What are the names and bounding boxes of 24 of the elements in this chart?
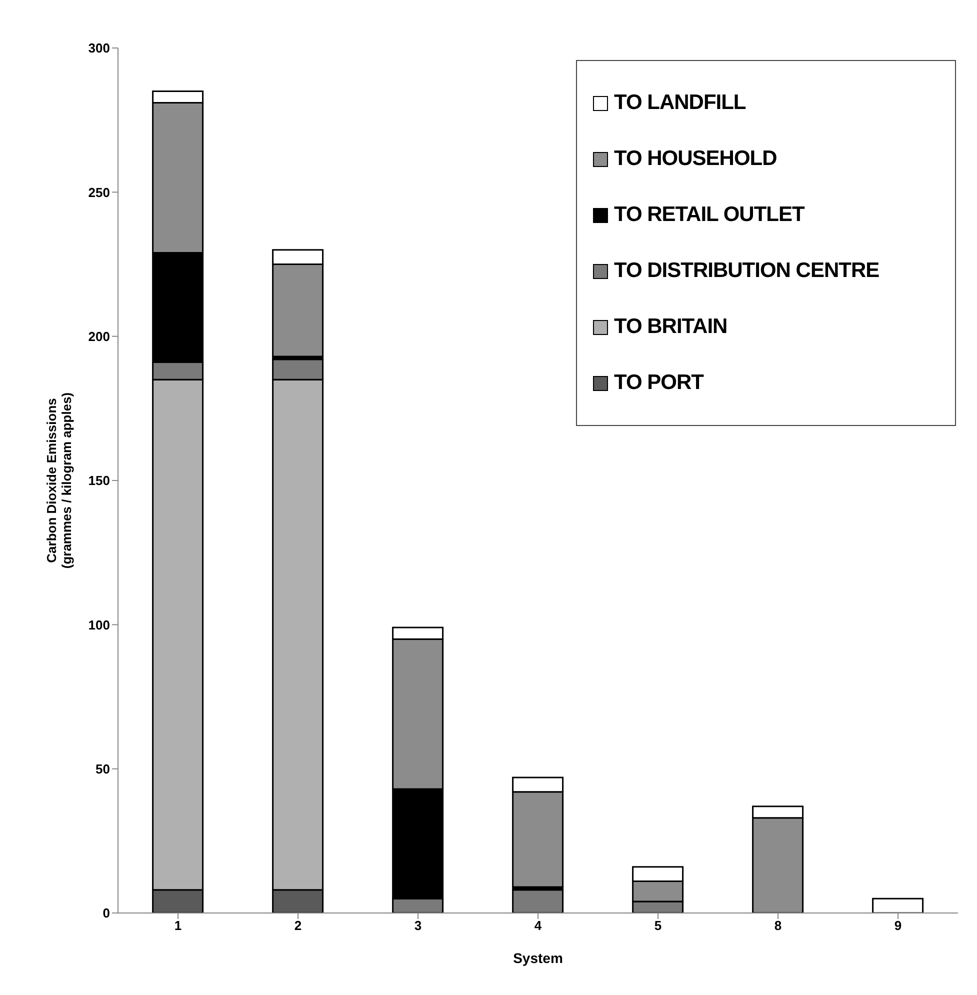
legend-label: TO LANDFILL: [614, 91, 746, 115]
y-tick-label: 150: [88, 473, 110, 488]
y-tick-label: 100: [88, 617, 110, 632]
y-axis-title: Carbon Dioxide Emissions (grammes / kilogram apples): [44, 392, 74, 569]
x-tick-label: 3: [414, 918, 422, 934]
bar: [872, 898, 924, 913]
y-tick-label: 300: [88, 40, 110, 56]
legend-label: TO BRITAIN: [614, 315, 728, 339]
legend-label: TO PORT: [614, 371, 704, 395]
bar: [512, 889, 564, 913]
y-tick-label: 200: [88, 328, 110, 344]
x-tick-label: 4: [534, 918, 542, 934]
legend-label: TO HOUSEHOLD: [614, 147, 777, 171]
y-tick-label: 0: [102, 906, 110, 921]
x-tick-label: 2: [294, 918, 302, 934]
y-tick-label: 250: [88, 184, 110, 200]
legend-label: TO RETAIL OUTLET: [614, 203, 804, 227]
x-axis-title: System: [513, 950, 563, 966]
legend-label: TO DISTRIBUTION CENTRE: [614, 259, 880, 283]
x-tick-label: 8: [774, 918, 782, 934]
x-tick-label: 1: [174, 918, 182, 934]
x-tick-label: 5: [654, 918, 662, 934]
x-tick-label: 9: [894, 918, 902, 934]
y-tick-label: 50: [96, 761, 110, 776]
